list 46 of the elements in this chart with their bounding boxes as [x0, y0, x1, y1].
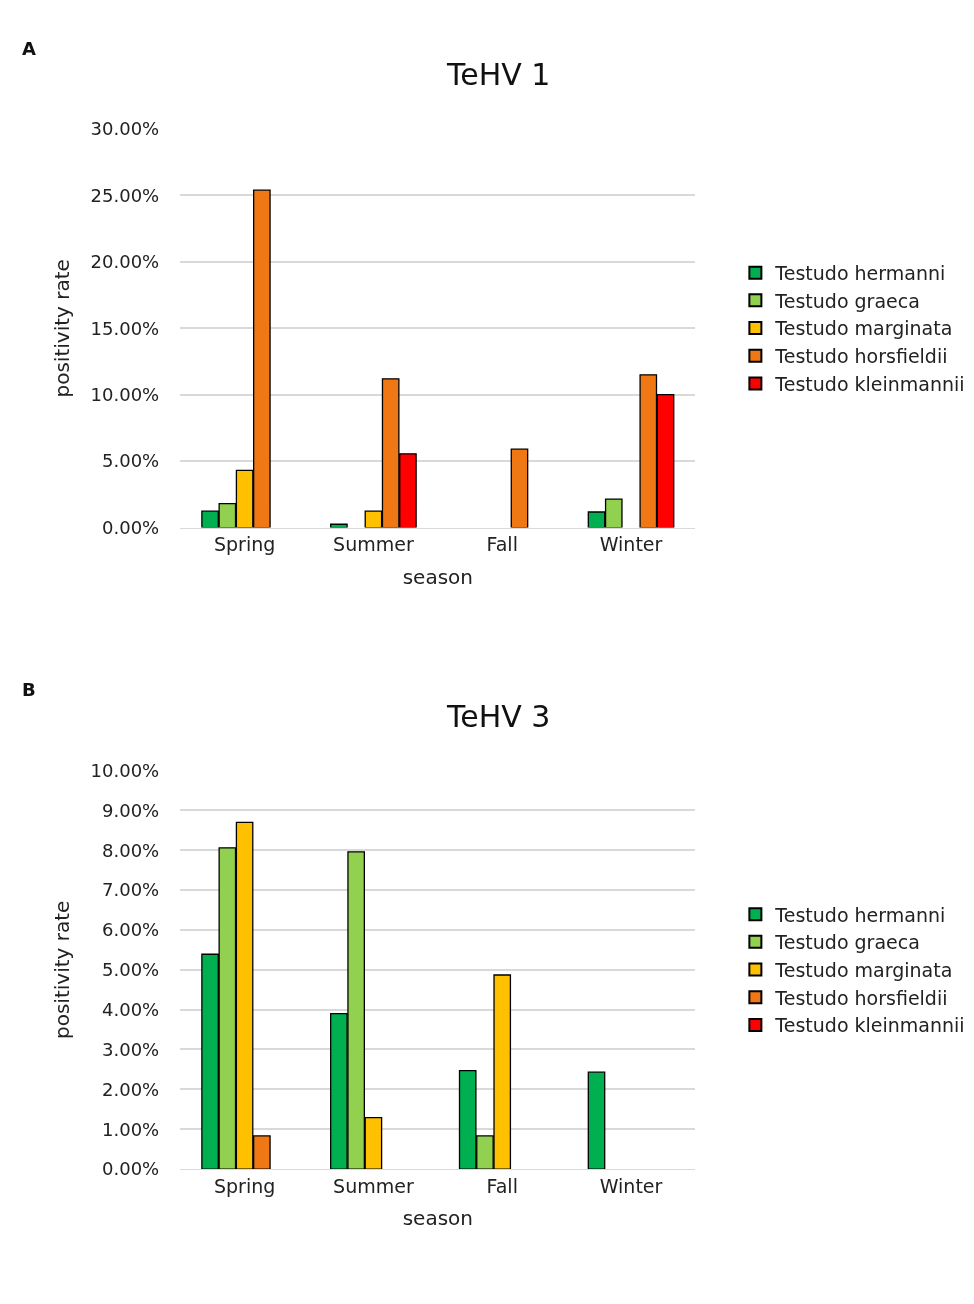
y-axis-title: positivity rate — [50, 259, 75, 398]
y-tick-label: 7.00% — [102, 879, 160, 901]
x-tick-label: Summer — [333, 533, 414, 556]
y-tick-label: 4.00% — [102, 998, 160, 1020]
legend-label: Testudo hermanni — [774, 262, 946, 285]
x-tick-label: Spring — [213, 533, 276, 556]
y-tick-label: 9.00% — [102, 799, 160, 821]
legend-label: Testudo marginata — [774, 317, 953, 340]
bar — [510, 448, 529, 528]
y-tick-label: 0.00% — [102, 1158, 160, 1180]
legend-label: Testudo hermanni — [774, 903, 946, 926]
y-axis-title: positivity rate — [50, 900, 75, 1039]
x-tick-label: Winter — [599, 533, 663, 556]
legend-label: Testudo graeca — [774, 289, 920, 312]
text: B — [22, 679, 36, 700]
x-tick-label: Winter — [599, 1174, 663, 1197]
y-tick-label: 6.00% — [102, 919, 160, 941]
chart-title: TeHV 1 — [446, 57, 551, 92]
x-tick-label: Fall — [486, 1174, 518, 1197]
y-tick-label: 15.00% — [90, 317, 160, 339]
x-axis-title: season — [402, 1206, 473, 1231]
y-tick-label: 5.00% — [102, 450, 160, 472]
bar — [587, 1071, 606, 1170]
legend-label: Testudo horsfieldii — [774, 986, 948, 1009]
x-tick-label: Fall — [486, 533, 518, 556]
y-tick-label: 10.00% — [90, 384, 160, 406]
x-tick-label: Spring — [213, 1174, 276, 1197]
y-tick-label: 5.00% — [102, 959, 160, 981]
legend-label: Testudo kleinmannii — [774, 372, 965, 395]
legend-label: Testudo graeca — [774, 931, 920, 954]
text: A — [22, 38, 36, 59]
y-tick-label: 3.00% — [102, 1038, 160, 1060]
y-tick-label: 0.00% — [102, 516, 160, 538]
y-tick-label: 30.00% — [90, 118, 160, 140]
legend-label: Testudo marginata — [774, 958, 953, 981]
x-tick-label: Summer — [333, 1174, 414, 1197]
legend-label: Testudo horsfieldii — [774, 345, 948, 368]
y-tick-label: 1.00% — [102, 1118, 160, 1140]
y-tick-label: 25.00% — [90, 184, 160, 206]
chart-title: TeHV 3 — [446, 699, 551, 734]
y-tick-label: 10.00% — [90, 759, 160, 781]
x-axis-title: season — [402, 564, 473, 589]
y-tick-label: 8.00% — [102, 839, 160, 861]
legend-label: Testudo kleinmannii — [774, 1014, 965, 1037]
y-tick-label: 20.00% — [90, 251, 160, 273]
y-tick-label: 2.00% — [102, 1078, 160, 1100]
